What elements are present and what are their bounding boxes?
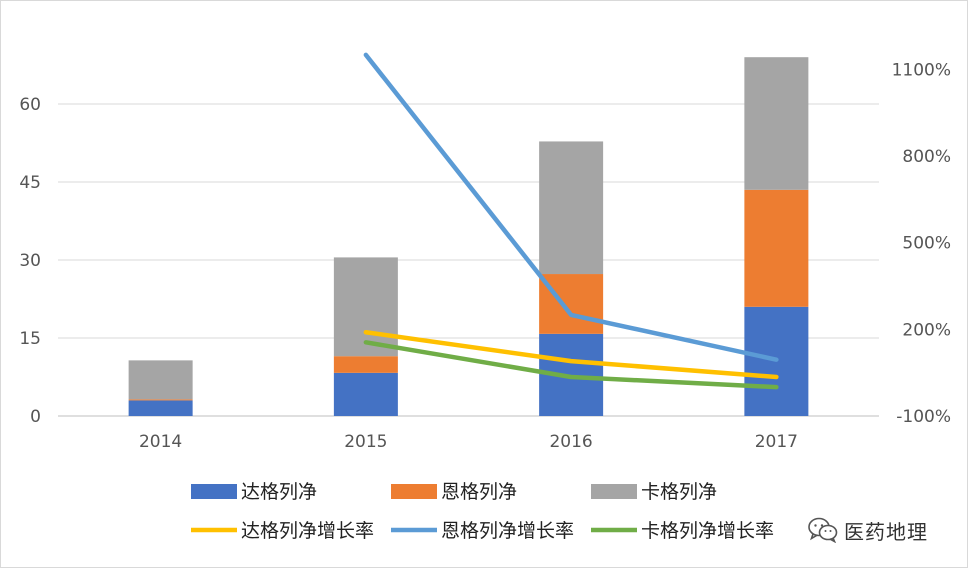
legend-label: 达格列净 [241,481,317,503]
left-axis: 0 15 30 45 60 [19,95,41,427]
growth-line [363,52,779,362]
growth-line [363,329,779,380]
bar-segment [539,274,604,334]
wechat-icon [808,517,838,543]
right-axis-tick-label: -100% [896,407,951,427]
bar-segment [333,372,398,416]
x-axis-tick-label: 2014 [139,432,182,452]
growth-line [363,340,779,390]
bar-segment [333,356,398,373]
right-axis-tick-label: 200% [902,320,951,340]
left-axis-tick-label: 15 [19,329,41,349]
bar-segment [128,360,193,400]
watermark-text: 医药地理 [844,519,928,544]
left-axis-tick-label: 45 [19,173,41,193]
legend-swatch [391,484,437,499]
legend-label: 卡格列净增长率 [641,520,774,542]
legend-label: 卡格列净 [641,481,717,503]
x-axis-tick-label: 2017 [755,432,798,452]
watermark: 医药地理 [808,510,958,550]
bar-segment [744,189,809,307]
x-axis: 2014 2015 2016 2017 [139,432,798,452]
bar-segment [539,141,604,275]
right-axis: -100% 200% 500% 800% 1100% [892,60,951,427]
growth-lines [363,52,779,390]
legend-label: 达格列净增长率 [241,520,374,542]
x-axis-tick-label: 2015 [344,432,387,452]
bar-segment [128,399,193,401]
right-axis-tick-label: 800% [902,147,951,167]
left-axis-tick-label: 60 [19,95,41,115]
left-axis-tick-label: 0 [30,407,41,427]
right-axis-tick-label: 1100% [892,60,951,80]
legend-label: 恩格列净 [441,481,517,503]
bar-segment [128,400,193,416]
legend-swatch [591,484,637,499]
legend-swatch [191,484,237,499]
right-axis-tick-label: 500% [902,234,951,254]
bar-segment [333,257,398,357]
bar-segment [744,57,809,190]
left-axis-tick-label: 30 [19,251,41,271]
legend-label: 恩格列净增长率 [441,520,574,542]
gridlines [58,103,879,417]
bars [128,57,809,416]
x-axis-tick-label: 2016 [549,432,592,452]
